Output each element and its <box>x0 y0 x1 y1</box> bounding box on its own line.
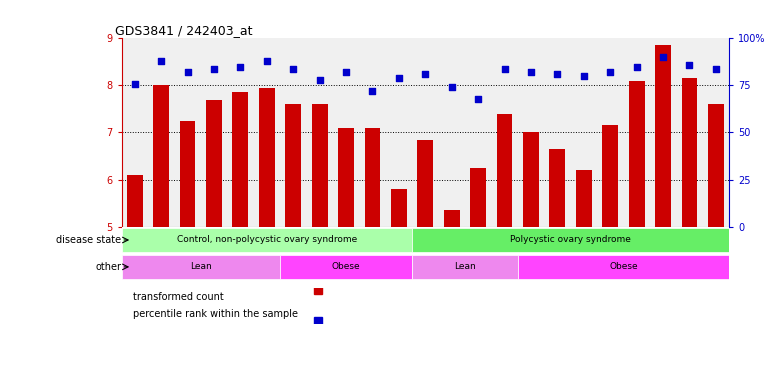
Bar <box>412 228 729 252</box>
Text: GDS3841 / 242403_at: GDS3841 / 242403_at <box>115 24 253 37</box>
Bar <box>206 99 222 227</box>
Text: Lean: Lean <box>454 262 476 271</box>
Bar <box>550 149 565 227</box>
Point <box>129 81 141 87</box>
Point <box>155 58 168 64</box>
Bar <box>655 45 671 227</box>
Point <box>260 58 273 64</box>
Point <box>472 96 485 102</box>
Bar <box>153 86 169 227</box>
Bar <box>444 210 459 227</box>
Bar <box>338 128 354 227</box>
Point <box>393 75 405 81</box>
Point <box>366 88 379 94</box>
Text: disease state: disease state <box>56 235 122 245</box>
Bar <box>365 128 380 227</box>
Bar <box>122 228 412 252</box>
Bar <box>233 93 249 227</box>
Point <box>287 65 299 71</box>
Bar <box>517 255 729 279</box>
Point <box>578 73 590 79</box>
Bar <box>602 126 618 227</box>
Bar <box>629 81 644 227</box>
Point <box>499 65 511 71</box>
Bar <box>259 88 274 227</box>
Bar <box>127 175 143 227</box>
Text: Control, non-polycystic ovary syndrome: Control, non-polycystic ovary syndrome <box>176 235 357 245</box>
Bar <box>312 104 328 227</box>
Point <box>604 69 616 75</box>
Bar <box>391 189 407 227</box>
Text: percentile rank within the sample: percentile rank within the sample <box>133 309 298 319</box>
Point <box>445 84 458 90</box>
Point <box>683 62 695 68</box>
Bar <box>681 78 698 227</box>
Bar <box>280 255 412 279</box>
Bar <box>496 114 513 227</box>
Text: other: other <box>96 262 122 272</box>
Bar <box>285 104 301 227</box>
Point <box>419 71 431 77</box>
Bar <box>576 170 592 227</box>
Bar <box>180 121 195 227</box>
Text: Lean: Lean <box>190 262 212 271</box>
Bar <box>523 132 539 227</box>
Point <box>339 69 352 75</box>
Text: Obese: Obese <box>609 262 637 271</box>
Bar <box>470 168 486 227</box>
Bar <box>122 255 280 279</box>
Point <box>524 69 537 75</box>
Point <box>314 77 326 83</box>
Bar <box>417 139 434 227</box>
Text: Obese: Obese <box>332 262 361 271</box>
Point <box>630 63 643 70</box>
Text: transformed count: transformed count <box>133 291 224 302</box>
Point <box>551 71 564 77</box>
Text: Polycystic ovary syndrome: Polycystic ovary syndrome <box>510 235 631 245</box>
Bar <box>708 104 724 227</box>
Bar <box>412 255 517 279</box>
Point <box>657 54 670 60</box>
Point <box>710 65 722 71</box>
Point <box>208 65 220 71</box>
Point <box>234 63 247 70</box>
Point <box>181 69 194 75</box>
